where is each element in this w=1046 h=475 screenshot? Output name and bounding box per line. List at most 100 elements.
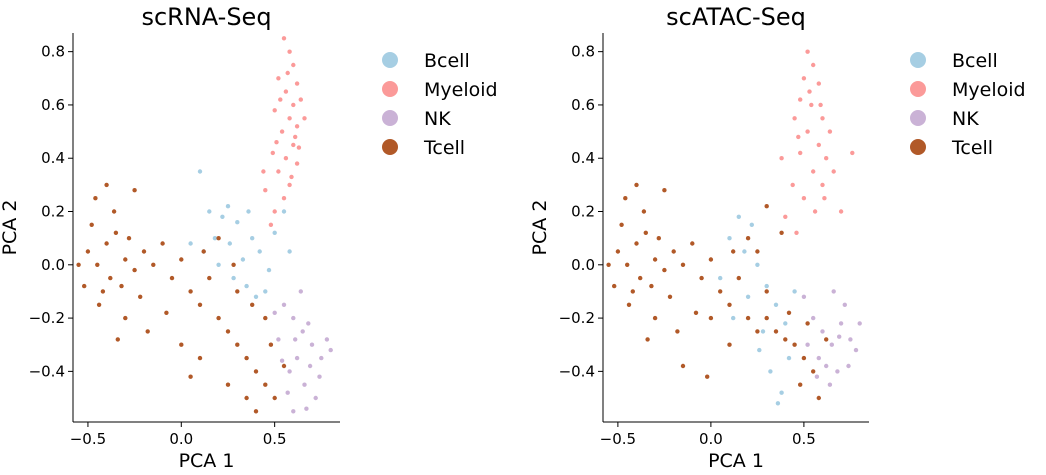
data-point-nk xyxy=(307,363,313,369)
data-point-bcell xyxy=(736,214,741,219)
legend-marker-tcell xyxy=(382,139,398,155)
x-tick-label: 0.0 xyxy=(169,430,193,448)
data-point-nk xyxy=(309,342,315,347)
y-tick-label: 0.8 xyxy=(41,43,65,61)
data-point-bcell xyxy=(745,294,751,299)
x-axis-label: PCA 1 xyxy=(708,450,764,472)
legend-marker-myeloid xyxy=(910,81,926,97)
data-point-bcell xyxy=(272,230,277,235)
data-point-myeloid xyxy=(792,116,797,121)
data-point-tcell xyxy=(606,262,611,267)
data-point-tcell xyxy=(76,262,81,267)
series-bcell xyxy=(188,169,292,299)
data-point-nk xyxy=(801,294,807,299)
data-point-myeloid xyxy=(291,62,296,68)
data-point-myeloid xyxy=(272,108,277,113)
data-point-myeloid xyxy=(261,169,266,174)
data-point-tcell xyxy=(169,275,175,281)
data-point-tcell xyxy=(675,329,680,334)
data-point-myeloid xyxy=(807,89,812,94)
data-point-nk xyxy=(304,406,309,411)
data-point-myeloid xyxy=(281,36,287,41)
data-point-tcell xyxy=(197,302,203,307)
data-point-tcell xyxy=(680,363,686,369)
data-point-myeloid xyxy=(827,129,833,134)
data-point-myeloid xyxy=(816,81,821,86)
data-point-myeloid xyxy=(798,150,803,156)
data-point-bcell xyxy=(760,329,766,334)
data-point-nk xyxy=(827,382,833,387)
data-point-myeloid xyxy=(278,97,283,102)
y-tick-label: 0.6 xyxy=(571,96,595,114)
data-point-bcell xyxy=(225,204,231,209)
data-point-myeloid xyxy=(820,116,825,121)
legend-marker-nk xyxy=(910,110,926,126)
data-point-myeloid xyxy=(272,209,277,214)
data-point-myeloid xyxy=(283,89,289,94)
data-point-tcell xyxy=(138,294,143,299)
data-point-nk xyxy=(328,347,333,353)
series-nk xyxy=(272,289,333,414)
data-point-tcell xyxy=(811,369,816,374)
data-point-tcell xyxy=(773,329,779,334)
data-point-bcell xyxy=(779,390,784,395)
data-point-tcell xyxy=(89,222,94,227)
data-point-tcell xyxy=(619,222,624,227)
data-point-nk xyxy=(324,337,330,342)
data-point-tcell xyxy=(164,310,169,315)
y-tick-label: −0.4 xyxy=(29,362,65,380)
data-point-tcell xyxy=(736,275,741,281)
legend: Bcell Myeloid NK Tcell xyxy=(382,50,498,159)
data-point-nk xyxy=(285,390,290,395)
data-point-myeloid xyxy=(850,150,855,156)
data-point-bcell xyxy=(731,315,736,321)
data-point-nk xyxy=(298,289,303,294)
y-tick-label: 0.4 xyxy=(571,149,595,167)
data-point-nk xyxy=(846,363,851,369)
y-tick-label: 0.0 xyxy=(41,256,65,274)
data-point-tcell xyxy=(662,188,667,193)
chart-title: scRNA-Seq xyxy=(141,3,271,31)
data-point-tcell xyxy=(268,342,274,347)
legend-label-bcell: Bcell xyxy=(424,50,470,72)
data-point-tcell xyxy=(801,355,807,361)
data-point-myeloid xyxy=(268,222,274,227)
y-tick-label: 0.6 xyxy=(41,96,65,114)
data-point-tcell xyxy=(93,196,98,201)
data-point-tcell xyxy=(662,267,667,273)
data-point-bcell xyxy=(749,222,754,227)
legend-label-bcell: Bcell xyxy=(952,50,998,72)
data-point-tcell xyxy=(792,342,797,347)
data-point-bcell xyxy=(727,236,732,241)
data-point-bcell xyxy=(718,275,723,281)
data-point-bcell xyxy=(240,257,246,262)
series-tcell xyxy=(76,182,287,414)
data-point-tcell xyxy=(786,310,792,315)
data-point-nk xyxy=(272,310,277,315)
data-point-tcell xyxy=(634,182,639,188)
data-point-nk xyxy=(293,337,298,342)
data-point-tcell xyxy=(244,395,249,401)
data-point-myeloid xyxy=(809,102,814,108)
data-point-nk xyxy=(857,321,862,326)
data-point-myeloid xyxy=(274,140,279,145)
data-point-tcell xyxy=(179,257,184,262)
data-point-myeloid xyxy=(296,145,302,150)
data-point-myeloid xyxy=(294,124,300,129)
data-point-myeloid xyxy=(818,102,823,108)
data-point-tcell xyxy=(731,249,736,254)
data-point-myeloid xyxy=(816,142,821,148)
data-point-nk xyxy=(287,369,292,374)
data-point-tcell xyxy=(100,289,106,294)
data-point-myeloid xyxy=(283,156,289,161)
data-point-myeloid xyxy=(796,134,801,140)
data-point-bcell xyxy=(212,236,218,241)
series-tcell xyxy=(606,182,829,401)
data-point-bcell xyxy=(783,321,788,326)
data-point-tcell xyxy=(727,302,732,307)
y-tick-label: 0.2 xyxy=(41,203,65,221)
data-point-tcell xyxy=(216,236,221,241)
data-point-tcell xyxy=(764,315,769,321)
data-point-tcell xyxy=(272,395,277,401)
data-point-bcell xyxy=(792,289,797,294)
